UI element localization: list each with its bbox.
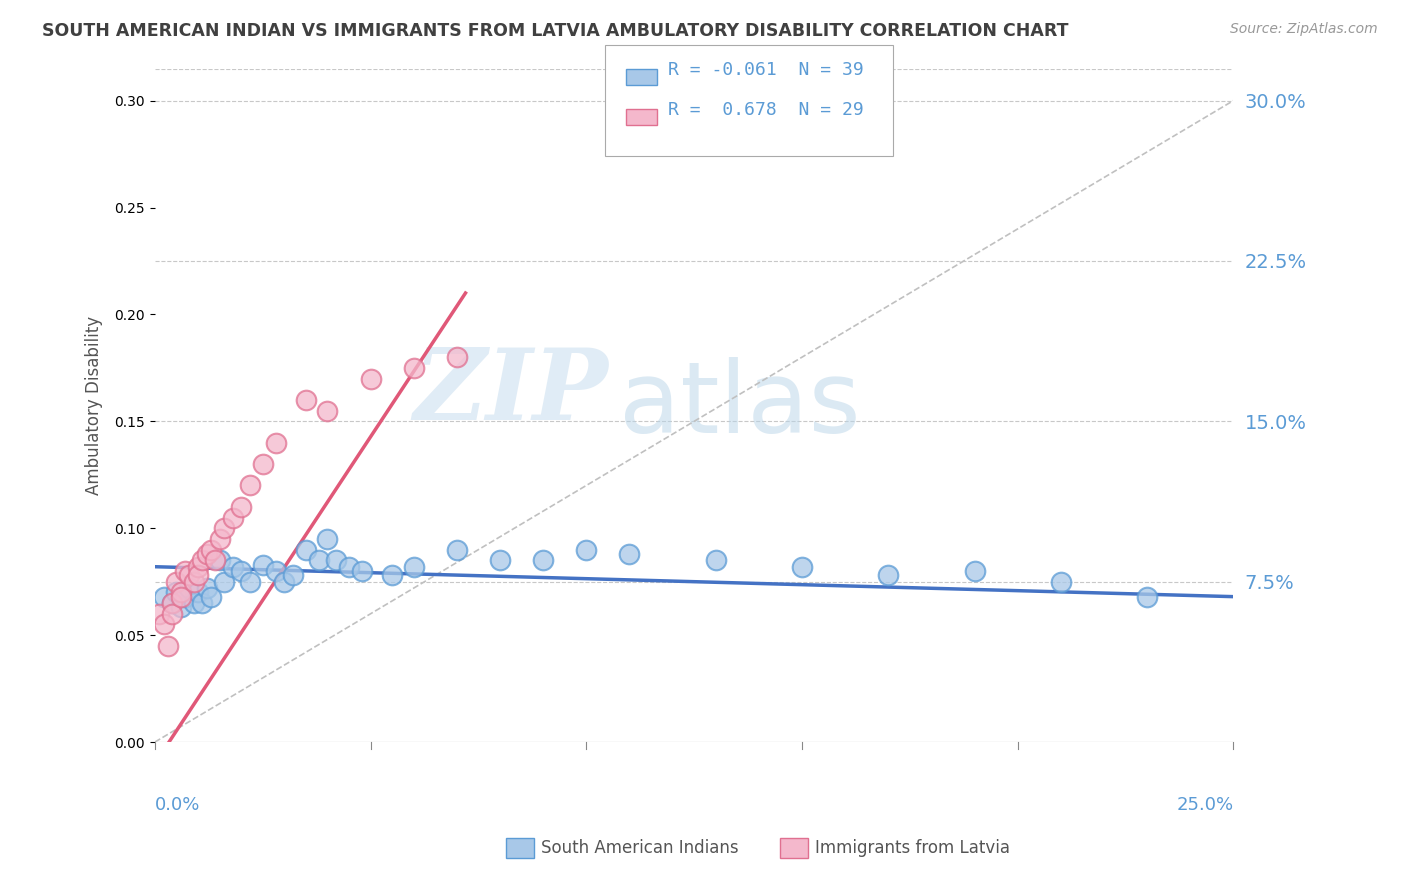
Text: atlas: atlas bbox=[619, 357, 860, 454]
Point bbox=[489, 553, 512, 567]
Text: R =  0.678  N = 29: R = 0.678 N = 29 bbox=[668, 101, 863, 119]
Point bbox=[264, 435, 287, 450]
Point bbox=[704, 553, 727, 567]
Point bbox=[204, 553, 226, 567]
Text: 0.0%: 0.0% bbox=[155, 796, 200, 814]
Point bbox=[281, 568, 304, 582]
Point bbox=[325, 553, 347, 567]
Point bbox=[402, 559, 425, 574]
Point bbox=[316, 403, 339, 417]
Point bbox=[195, 547, 218, 561]
Point bbox=[191, 553, 214, 567]
Point bbox=[179, 581, 201, 595]
Point bbox=[239, 478, 262, 492]
Point bbox=[1050, 574, 1073, 589]
Point bbox=[252, 558, 274, 572]
Point bbox=[619, 547, 641, 561]
Point bbox=[963, 564, 986, 578]
Point bbox=[264, 564, 287, 578]
Point bbox=[790, 559, 813, 574]
Point bbox=[239, 574, 262, 589]
Point bbox=[295, 392, 318, 407]
Point bbox=[337, 559, 360, 574]
Text: ZIP: ZIP bbox=[413, 343, 607, 440]
Text: Source: ZipAtlas.com: Source: ZipAtlas.com bbox=[1230, 22, 1378, 37]
Point bbox=[295, 542, 318, 557]
Point bbox=[231, 564, 253, 578]
Point bbox=[360, 371, 382, 385]
Point bbox=[170, 590, 193, 604]
Point bbox=[575, 542, 598, 557]
Point bbox=[160, 596, 183, 610]
Point bbox=[148, 607, 170, 621]
Point bbox=[200, 590, 222, 604]
Point bbox=[170, 585, 193, 599]
Point bbox=[231, 500, 253, 514]
Point bbox=[221, 559, 243, 574]
Point bbox=[212, 574, 235, 589]
Point bbox=[179, 568, 201, 582]
Point bbox=[170, 600, 193, 615]
Point bbox=[191, 596, 214, 610]
Point bbox=[273, 574, 295, 589]
Point bbox=[200, 542, 222, 557]
Point bbox=[166, 574, 188, 589]
Text: SOUTH AMERICAN INDIAN VS IMMIGRANTS FROM LATVIA AMBULATORY DISABILITY CORRELATIO: SOUTH AMERICAN INDIAN VS IMMIGRANTS FROM… bbox=[42, 22, 1069, 40]
Point bbox=[195, 581, 218, 595]
Point bbox=[252, 457, 274, 471]
Point bbox=[208, 532, 231, 546]
Point bbox=[208, 553, 231, 567]
Text: R = -0.061  N = 39: R = -0.061 N = 39 bbox=[668, 62, 863, 79]
Y-axis label: Ambulatory Disability: Ambulatory Disability bbox=[86, 316, 103, 495]
Point bbox=[174, 590, 197, 604]
Point bbox=[187, 568, 209, 582]
Point bbox=[183, 596, 205, 610]
Point bbox=[160, 596, 183, 610]
Point bbox=[221, 510, 243, 524]
Point bbox=[152, 590, 174, 604]
Point bbox=[152, 617, 174, 632]
Point bbox=[174, 564, 197, 578]
Point bbox=[316, 532, 339, 546]
Point bbox=[1136, 590, 1159, 604]
Point bbox=[308, 553, 330, 567]
Point bbox=[187, 559, 209, 574]
Text: 25.0%: 25.0% bbox=[1177, 796, 1233, 814]
Point bbox=[402, 360, 425, 375]
Point bbox=[156, 639, 179, 653]
Point bbox=[877, 568, 900, 582]
Point bbox=[160, 607, 183, 621]
Point bbox=[381, 568, 404, 582]
Point bbox=[446, 350, 468, 364]
Point bbox=[350, 564, 373, 578]
Point bbox=[187, 585, 209, 599]
Text: South American Indians: South American Indians bbox=[541, 839, 740, 857]
Text: Immigrants from Latvia: Immigrants from Latvia bbox=[815, 839, 1011, 857]
Point bbox=[531, 553, 554, 567]
Point bbox=[166, 585, 188, 599]
Point bbox=[212, 521, 235, 535]
Point bbox=[183, 574, 205, 589]
Point bbox=[446, 542, 468, 557]
